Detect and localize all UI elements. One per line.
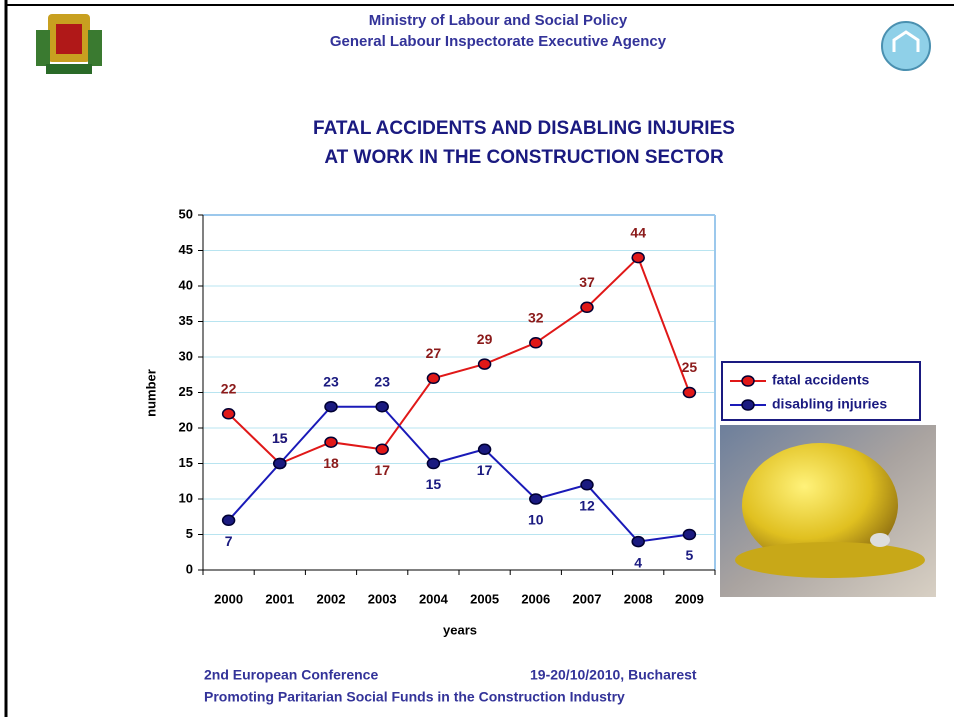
- footer-conference: 2nd European Conference: [204, 667, 378, 683]
- data-point: [682, 528, 697, 541]
- data-point: [580, 301, 594, 314]
- data-label: 5: [686, 547, 694, 563]
- y-tick-label: 0: [186, 561, 193, 576]
- data-label: 22: [221, 381, 237, 397]
- data-label: 44: [630, 224, 646, 240]
- data-point: [477, 358, 492, 370]
- footer-date: 19-20/10/2010, Bucharest: [530, 667, 697, 683]
- data-label: 7: [225, 533, 233, 549]
- data-point: [221, 408, 236, 420]
- x-tick-label: 2007: [573, 591, 602, 606]
- y-tick-label: 40: [179, 277, 193, 292]
- data-point: [631, 251, 645, 264]
- data-point: [682, 386, 697, 399]
- legend-label: disabling injuries: [772, 396, 887, 412]
- header-line: Ministry of Labour and Social Policy: [369, 12, 628, 29]
- data-label: 17: [477, 462, 493, 478]
- legend-marker: [741, 375, 755, 387]
- data-label: 25: [682, 359, 698, 375]
- data-label: 18: [323, 455, 339, 471]
- legend-label: fatal accidents: [772, 372, 869, 388]
- x-axis-label: years: [443, 622, 477, 637]
- header-line: General Labour Inspectorate Executive Ag…: [330, 33, 667, 50]
- y-tick-label: 10: [179, 490, 193, 505]
- data-label: 32: [528, 310, 544, 326]
- legend-marker: [741, 399, 755, 411]
- y-tick-label: 30: [179, 348, 193, 363]
- x-tick-label: 2009: [675, 591, 704, 606]
- y-tick-label: 35: [179, 313, 193, 328]
- data-label: 4: [634, 554, 642, 570]
- data-point: [631, 535, 645, 548]
- data-point: [375, 443, 389, 456]
- data-label: 10: [528, 512, 544, 528]
- data-label: 15: [272, 430, 288, 446]
- data-point: [529, 337, 543, 349]
- data-label: 23: [323, 373, 339, 389]
- legend: fatal accidents disabling injuries: [721, 361, 921, 421]
- y-tick-label: 50: [179, 206, 193, 221]
- y-tick-label: 45: [179, 242, 193, 257]
- x-tick-label: 2005: [470, 591, 499, 606]
- x-tick-label: 2002: [317, 591, 346, 606]
- x-tick-label: 2003: [368, 591, 397, 606]
- x-tick-label: 2000: [214, 591, 243, 606]
- y-tick-label: 25: [179, 384, 193, 399]
- data-point: [426, 372, 441, 385]
- data-label: 15: [426, 476, 442, 492]
- x-tick-label: 2001: [265, 591, 294, 606]
- data-point: [375, 400, 389, 413]
- chart-title: AT WORK IN THE CONSTRUCTION SECTOR: [324, 147, 724, 168]
- chart-title: FATAL ACCIDENTS AND DISABLING INJURIES: [313, 118, 735, 139]
- series-line: [227, 255, 691, 465]
- data-point: [273, 457, 287, 470]
- data-label: 15: [272, 430, 288, 446]
- coat-of-arms-logo: [36, 14, 102, 74]
- data-point: [529, 493, 543, 505]
- data-point: [426, 457, 441, 470]
- footer-subtitle: Promoting Paritarian Social Funds in the…: [204, 689, 625, 705]
- data-point: [221, 514, 236, 527]
- x-tick-label: 2008: [624, 591, 653, 606]
- series-line: [227, 405, 690, 543]
- agency-logo: [881, 21, 931, 71]
- data-point: [477, 443, 492, 456]
- data-label: 17: [374, 462, 390, 478]
- data-label: 23: [374, 373, 390, 389]
- data-point: [324, 436, 338, 448]
- data-label: 27: [426, 345, 442, 361]
- data-label: 37: [579, 274, 595, 290]
- y-tick-label: 20: [179, 419, 193, 434]
- x-tick-label: 2004: [419, 591, 449, 606]
- x-tick-label: 2006: [521, 591, 550, 606]
- data-label: 12: [579, 498, 595, 514]
- data-point: [580, 479, 594, 491]
- y-axis-label: number: [143, 369, 158, 417]
- data-label: 29: [477, 331, 493, 347]
- data-point: [324, 400, 338, 413]
- y-tick-label: 5: [186, 526, 193, 541]
- y-tick-label: 15: [179, 455, 193, 470]
- helmet-photo: [720, 425, 936, 597]
